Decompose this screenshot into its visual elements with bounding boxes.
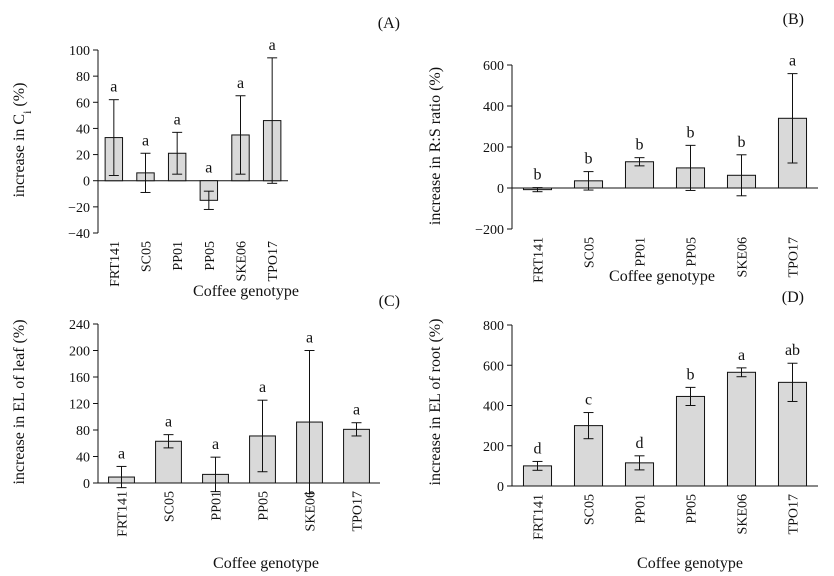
y-tick-label: 400	[483, 100, 504, 115]
y-tick-label: 80	[76, 424, 90, 439]
y-tick-label: 100	[69, 44, 90, 59]
panel-label: (A)	[378, 15, 400, 32]
chart-panel-b: (B) −200 0 200 400 600 b FRT141 b SC05 b PP01 b PP05 b…	[427, 11, 818, 285]
significance-letter: a	[174, 111, 181, 128]
category-label: SKE06	[304, 491, 319, 531]
y-tick-label: 40	[76, 122, 90, 137]
significance-letter: d	[534, 440, 542, 457]
panel-label: (C)	[379, 293, 400, 310]
x-axis-title: Coffee genotype	[609, 268, 715, 285]
significance-letter: a	[353, 402, 360, 419]
significance-letter: b	[738, 134, 746, 151]
y-tick-label: 400	[483, 400, 504, 415]
significance-letter: a	[212, 436, 219, 453]
significance-letter: a	[259, 379, 266, 396]
category-label: FRT141	[532, 494, 547, 540]
category-label: TPO17	[787, 237, 802, 277]
y-tick-label: 600	[483, 359, 504, 374]
category-label: PP05	[257, 491, 272, 521]
significance-letter: b	[687, 124, 695, 141]
y-tick-label: −40	[68, 227, 90, 242]
significance-letter: a	[110, 79, 117, 96]
significance-letter: ab	[785, 342, 800, 359]
significance-letter: b	[585, 151, 593, 168]
y-tick-label: −20	[68, 201, 90, 216]
category-label: FRT141	[116, 491, 131, 537]
category-label: SC05	[583, 237, 598, 268]
chart-panel-d: (D) 0 200 400 600 800 d FRT141 c SC05 d PP01 b PP05 a S…	[427, 289, 818, 572]
y-tick-label: 160	[69, 371, 90, 386]
panel-label: (D)	[782, 289, 804, 306]
category-label: SKE06	[235, 241, 250, 281]
significance-letter: b	[534, 167, 542, 184]
bar	[675, 395, 706, 487]
y-tick-label: 20	[76, 149, 90, 164]
y-tick-label: 0	[83, 175, 90, 190]
y-tick-label: 200	[483, 141, 504, 156]
y-tick-label: 600	[483, 59, 504, 74]
y-tick-label: 80	[76, 70, 90, 85]
category-label: PP01	[634, 494, 649, 524]
significance-letter: a	[269, 37, 276, 54]
category-label: SKE06	[736, 494, 751, 534]
category-label: PP05	[203, 241, 218, 271]
category-label: SC05	[140, 241, 155, 272]
category-label: FRT141	[108, 241, 123, 287]
chart-panel-c: (C) 0 40 80 120 160 200 240 a FRT141 a SC05 a PP01 a PP…	[11, 293, 400, 572]
category-label: TPO17	[351, 491, 366, 531]
y-tick-label: −200	[475, 223, 504, 238]
category-label: SKE06	[736, 237, 751, 277]
bar	[343, 428, 370, 484]
y-tick-label: 60	[76, 96, 90, 111]
significance-letter: a	[306, 330, 313, 347]
bar	[726, 371, 757, 487]
x-axis-title: Coffee genotype	[637, 555, 743, 572]
category-label: TPO17	[266, 241, 281, 281]
y-axis-title: increase in Ci (%)	[11, 83, 34, 198]
category-label: FRT141	[532, 237, 547, 283]
y-axis-title: increase in R:S ratio (%)	[427, 67, 444, 225]
category-label: SC05	[583, 494, 598, 525]
y-tick-label: 800	[483, 319, 504, 334]
category-label: PP05	[685, 494, 700, 524]
category-label: TPO17	[787, 494, 802, 534]
category-label: PP01	[171, 241, 186, 271]
significance-letter: a	[205, 160, 212, 177]
category-label: PP05	[685, 237, 700, 267]
x-axis-title: Coffee genotype	[193, 283, 299, 300]
significance-letter: a	[738, 347, 745, 364]
significance-letter: a	[237, 75, 244, 92]
x-axis-title: Coffee genotype	[213, 555, 319, 572]
y-tick-label: 200	[69, 345, 90, 360]
significance-letter: d	[636, 435, 644, 452]
y-tick-label: 120	[69, 398, 90, 413]
y-tick-label: 40	[76, 451, 90, 466]
y-axis-title: increase in EL of leaf (%)	[11, 319, 28, 484]
significance-letter: b	[636, 137, 644, 154]
significance-letter: c	[585, 392, 592, 409]
significance-letter: a	[142, 132, 149, 149]
y-tick-label: 240	[69, 318, 90, 333]
significance-letter: a	[118, 445, 125, 462]
significance-letter: b	[687, 366, 695, 383]
y-tick-label: 0	[497, 182, 504, 197]
panel-label: (B)	[783, 11, 804, 28]
significance-letter: a	[165, 414, 172, 431]
category-label: SC05	[163, 491, 178, 522]
y-axis-title: increase in EL of root (%)	[427, 319, 444, 486]
significance-letter: a	[789, 53, 796, 70]
category-label: PP01	[210, 491, 225, 521]
category-label: PP01	[634, 237, 649, 267]
y-tick-label: 200	[483, 440, 504, 455]
y-tick-label: 0	[497, 480, 504, 495]
y-tick-label: 0	[83, 477, 90, 492]
chart-panel-a: (A) −40 −20 0 20 40 60 80 100 a FRT141 a SC05 a PP01 a P…	[11, 15, 400, 300]
